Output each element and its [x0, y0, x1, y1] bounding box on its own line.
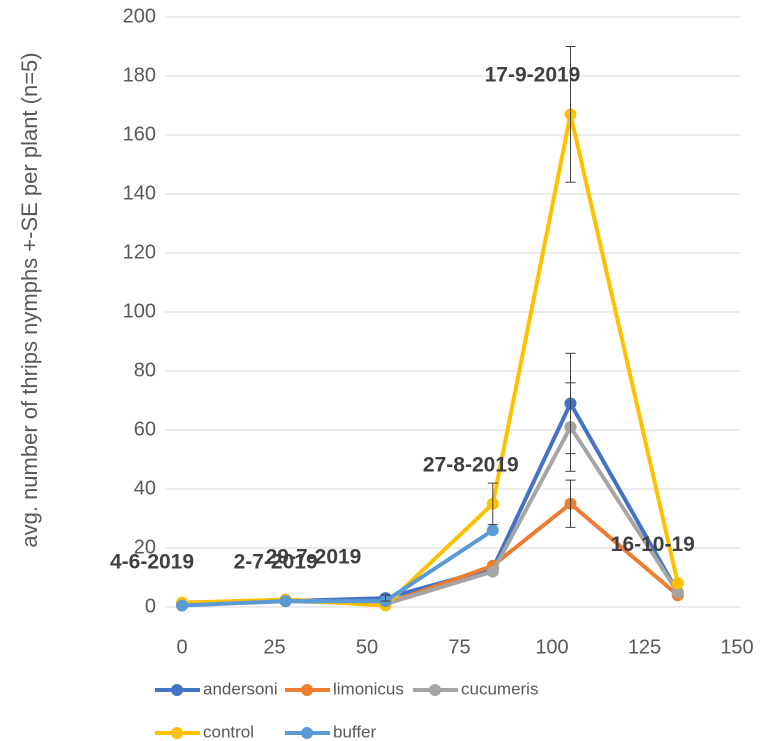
x-tick-label: 25 [263, 636, 285, 658]
data-point [486, 565, 499, 578]
annotation: 27-8-2019 [423, 453, 519, 476]
legend-marker [301, 727, 313, 739]
legend-label: control [203, 722, 254, 741]
annotation: 2-7-2019 [234, 551, 318, 574]
y-axis-label: avg. number of thrips nymphs +-SE per pl… [17, 52, 42, 548]
data-point [279, 595, 292, 608]
y-tick-label: 80 [134, 359, 156, 381]
y-tick-label: 100 [123, 300, 156, 322]
series-line [181, 528, 494, 608]
x-tick-label: 150 [720, 636, 753, 658]
y-tick-label: 180 [123, 64, 156, 86]
legend-marker [171, 684, 183, 696]
x-tick-label: 0 [176, 636, 187, 658]
annotation: 16-10-19 [611, 533, 695, 556]
x-tick-label: 125 [628, 636, 661, 658]
x-tick-label: 100 [535, 636, 568, 658]
y-tick-label: 40 [134, 477, 156, 499]
data-point [671, 577, 684, 590]
annotation: 29-7-2019 [266, 546, 362, 569]
data-point [486, 524, 499, 537]
y-tick-label: 0 [145, 595, 156, 617]
legend-label: limonicus [333, 679, 404, 698]
legend-label: cucumeris [461, 679, 538, 698]
legend-marker [171, 727, 183, 739]
data-point [671, 586, 684, 599]
y-tick-label: 120 [123, 241, 156, 263]
data-point [176, 599, 188, 612]
legend-marker [301, 684, 313, 696]
legend-label: andersoni [203, 679, 278, 698]
x-tick-label: 50 [356, 636, 378, 658]
y-tick-label: 60 [134, 418, 156, 440]
annotation: 17-9-2019 [485, 64, 581, 87]
x-tick-label: 75 [448, 636, 470, 658]
y-tick-label: 20 [134, 536, 156, 558]
annotation: 4-6-2019 [110, 551, 194, 574]
y-tick-label: 140 [123, 182, 156, 204]
y-tick-label: 160 [123, 123, 156, 145]
legend-marker [429, 684, 441, 696]
y-tick-label: 200 [123, 5, 156, 27]
legend-label: buffer [333, 722, 377, 741]
